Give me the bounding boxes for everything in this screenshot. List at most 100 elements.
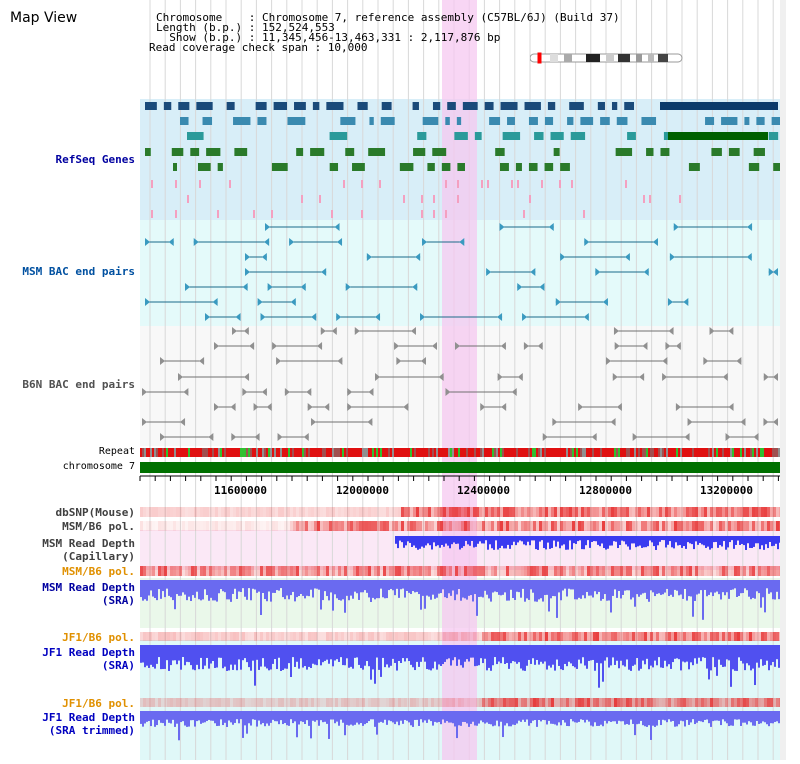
- depth-bar: [440, 711, 442, 725]
- track-label-jf1-depth-trim[interactable]: JF1 Read Depth: [42, 711, 135, 724]
- repeat-segment: [582, 448, 584, 457]
- depth-bar: [447, 536, 449, 546]
- depth-bar: [642, 645, 644, 661]
- depth-bar: [308, 711, 310, 726]
- track-label-dbsnp[interactable]: dbSNP(Mouse): [55, 506, 135, 519]
- chromosome-ideogram[interactable]: [530, 52, 685, 64]
- snp-density: [512, 507, 515, 517]
- depth-bar: [286, 580, 288, 596]
- snp-density: [194, 507, 197, 517]
- polymorphism-density: [263, 632, 266, 641]
- polymorphism-density: [635, 698, 638, 707]
- repeat-segment: [266, 448, 268, 457]
- snp-density: [203, 507, 206, 517]
- depth-bar: [724, 711, 726, 722]
- polymorphism-density: [146, 521, 149, 531]
- track-label-refseq[interactable]: RefSeq Genes: [55, 153, 135, 166]
- track-label-jf1-depth-trim-sub: (SRA trimmed): [48, 724, 135, 737]
- depth-bar: [370, 645, 372, 680]
- polymorphism-density: [452, 521, 455, 531]
- polymorphism-density: [773, 698, 776, 707]
- depth-bar: [728, 711, 730, 727]
- polymorphism-density: [365, 698, 368, 707]
- snp-density: [467, 507, 470, 517]
- depth-bar: [322, 645, 324, 663]
- polymorphism-density: [236, 698, 239, 707]
- polymorphism-density: [395, 566, 398, 576]
- depth-bar: [430, 580, 432, 600]
- repeat-segment: [494, 448, 496, 457]
- polymorphism-density: [239, 698, 242, 707]
- depth-bar: [166, 711, 168, 720]
- depth-bar: [629, 536, 631, 550]
- depth-bar: [260, 580, 262, 615]
- depth-bar: [626, 580, 628, 591]
- depth-bar: [414, 645, 416, 671]
- depth-bar: [636, 711, 638, 725]
- polymorphism-density: [380, 521, 383, 531]
- bac-end: [499, 223, 505, 231]
- repeat-segment: [146, 448, 148, 457]
- depth-bar: [168, 645, 170, 671]
- polymorphism-density: [308, 698, 311, 707]
- depth-bar: [528, 645, 530, 660]
- track-label-msm-depth-sra[interactable]: MSM Read Depth: [42, 581, 135, 594]
- polymorphism-density: [152, 566, 155, 576]
- depth-bar: [748, 645, 750, 666]
- depth-bar: [634, 580, 636, 607]
- polymorphism-density: [611, 698, 614, 707]
- depth-bar: [186, 645, 188, 662]
- depth-bar: [434, 711, 436, 722]
- track-label-b6n-bac[interactable]: B6N BAC end pairs: [22, 378, 135, 391]
- depth-bar: [382, 580, 384, 598]
- depth-bar: [428, 580, 430, 597]
- snp-density: [653, 507, 656, 517]
- gene-feature: [457, 180, 459, 188]
- polymorphism-density: [707, 698, 710, 707]
- track-label-msm-bac[interactable]: MSM BAC end pairs: [22, 265, 135, 278]
- polymorphism-density: [644, 698, 647, 707]
- track-label-jf1-depth-sra[interactable]: JF1 Read Depth: [42, 646, 135, 659]
- depth-bar: [320, 711, 322, 721]
- depth-bar: [568, 580, 570, 589]
- track-label-msm-pol[interactable]: MSM/B6 pol.: [62, 520, 135, 533]
- repeat-segment: [702, 448, 704, 457]
- repeat-segment: [356, 448, 358, 457]
- polymorphism-density: [512, 521, 515, 531]
- repeat-segment: [594, 448, 596, 457]
- polymorphism-density: [407, 632, 410, 641]
- repeat-segment: [140, 448, 142, 457]
- polymorphism-density: [599, 566, 602, 576]
- depth-bar: [230, 711, 232, 723]
- scrollbar[interactable]: [780, 0, 786, 760]
- depth-bar: [401, 536, 403, 543]
- depth-bar: [174, 580, 176, 610]
- polymorphism-density: [500, 632, 503, 641]
- depth-bar: [451, 536, 453, 545]
- depth-bar: [334, 645, 336, 661]
- depth-bar: [534, 711, 536, 721]
- depth-bar: [422, 580, 424, 596]
- polymorphism-density: [701, 521, 704, 531]
- gene-feature: [668, 132, 768, 140]
- depth-bar: [448, 711, 450, 723]
- depth-bar: [462, 645, 464, 668]
- polymorphism-density: [755, 632, 758, 641]
- track-label-msm-depth-cap[interactable]: MSM Read Depth: [42, 537, 135, 550]
- track-label-msm-pol-2[interactable]: MSM/B6 pol.: [62, 565, 135, 578]
- track-label-jf1-pol-2[interactable]: JF1/B6 pol.: [62, 697, 135, 710]
- polymorphism-density: [479, 566, 482, 576]
- repeat-segment: [698, 448, 700, 457]
- depth-bar: [644, 711, 646, 727]
- depth-bar: [694, 645, 696, 659]
- track-label-jf1-pol[interactable]: JF1/B6 pol.: [62, 631, 135, 644]
- gene-feature: [511, 180, 513, 188]
- polymorphism-density: [335, 632, 338, 641]
- polymorphism-density: [437, 521, 440, 531]
- repeat-segment: [704, 448, 706, 457]
- depth-bar: [650, 580, 652, 591]
- depth-bar: [747, 536, 749, 544]
- depth-bar: [228, 645, 230, 671]
